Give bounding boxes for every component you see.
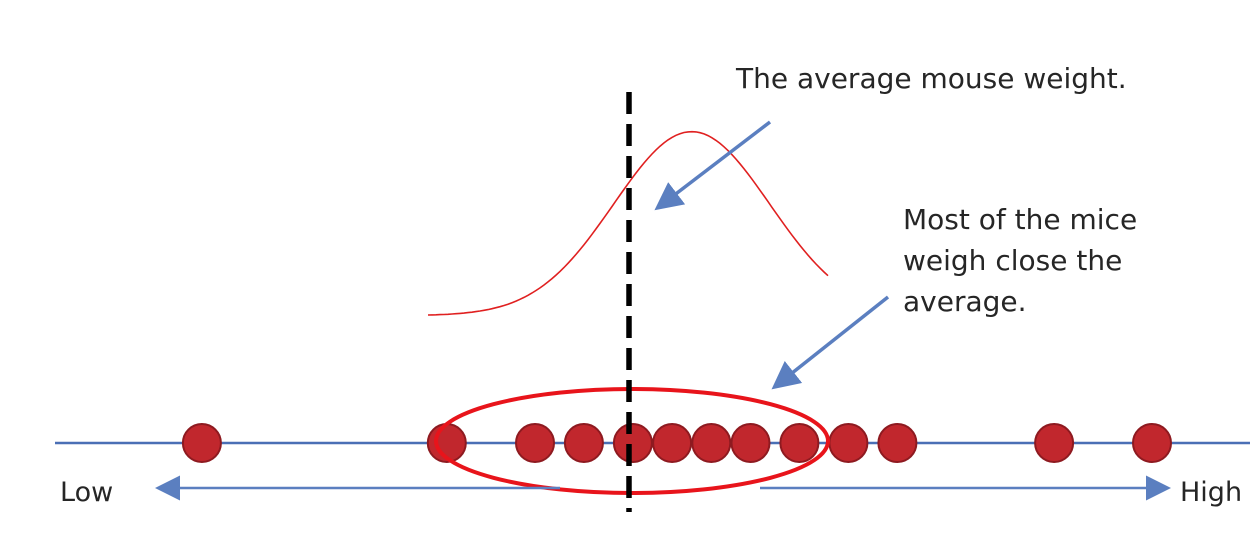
mouse-point (652, 423, 693, 463)
high-label: High (1180, 477, 1242, 508)
normal-curve (427, 130, 829, 316)
cluster-ellipse (434, 387, 830, 495)
mouse-point (828, 423, 869, 463)
cluster-annotation-line-3: average. (903, 285, 1027, 318)
mouse-point (612, 423, 653, 463)
mouse-point (779, 423, 820, 463)
low-label: Low (60, 477, 113, 508)
mouse-points (181, 423, 1172, 463)
mouse-point (1034, 423, 1075, 463)
average-annotation-arrow (654, 120, 772, 211)
cluster-annotation-line-2: weigh close the (903, 244, 1122, 277)
average-annotation: The average mouse weight. (735, 62, 1127, 95)
mouse-point (563, 423, 604, 463)
mouse-point (877, 423, 918, 463)
cluster-annotation-line-1: Most of the mice (903, 203, 1137, 236)
mouse-point (691, 423, 732, 463)
mouse-point (730, 423, 771, 463)
mouse-point (1132, 423, 1172, 463)
mouse-point (181, 423, 222, 463)
cluster-annotation-arrow (771, 295, 890, 390)
mouse-point (515, 423, 555, 463)
